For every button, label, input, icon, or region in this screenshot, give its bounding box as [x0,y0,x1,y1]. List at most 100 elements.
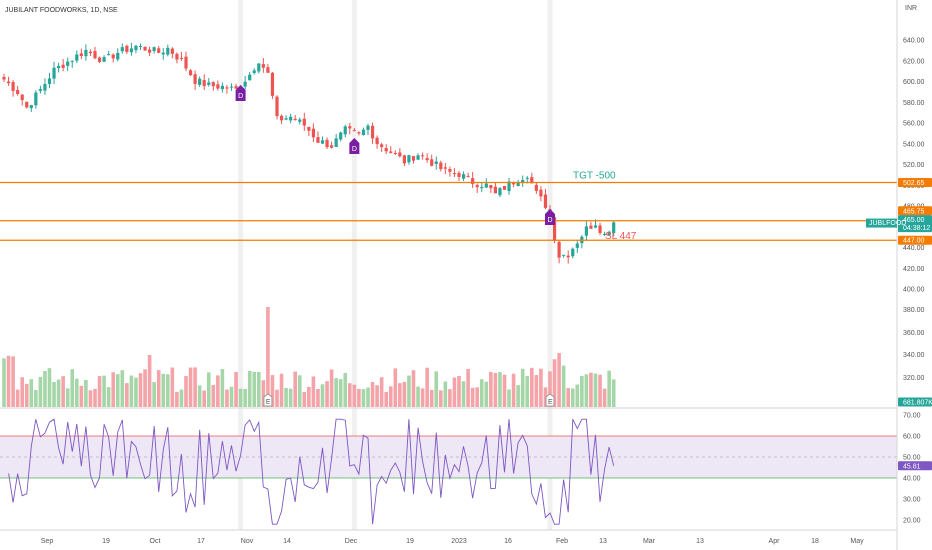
volume-bar [11,356,15,407]
candle-body [34,92,38,106]
volume-bars [2,307,616,407]
volume-bar [539,368,543,407]
candle-body [466,175,470,177]
candle-body [38,89,42,91]
volume-bar [470,387,475,407]
candle-body [552,217,557,241]
volume-bar [584,374,589,407]
tgt-price-tag-text: 502.65 [903,180,925,187]
volume-bar [238,388,243,407]
volume-bar [243,389,247,407]
volume-bar [234,372,238,407]
candle-body [562,254,566,256]
volume-bar [366,387,370,407]
volume-bar [120,370,125,407]
candle-body [279,115,284,121]
candle-body [402,155,406,164]
rsi-tick-label: 40.00 [903,476,921,483]
volume-bar [106,387,111,407]
candle-body [266,67,270,73]
candle-body [584,226,588,236]
candle-body [407,155,411,163]
volume-bar [407,375,411,407]
volume-bar [197,385,202,407]
last-price-tag [898,215,932,233]
volume-bar [457,375,461,407]
candle-body [93,51,97,59]
level-price-tag-text: 465.75 [903,208,925,215]
candle-body [530,177,534,184]
candle-body [161,52,165,55]
volume-bar [593,373,598,407]
volume-bar [252,371,257,407]
candle-body [66,61,70,66]
candle-body [211,82,215,87]
volume-bar [156,370,161,407]
candle-body [47,78,52,84]
symbol-tag-text: JUBLFOOD [869,220,906,227]
candle-body [512,183,516,185]
rsi-line [8,418,615,525]
candle-body [148,49,152,53]
volume-bar [257,371,261,407]
candle-body [84,49,88,57]
candle-body [516,182,520,187]
earnings-marker [545,393,555,407]
candle-body [593,225,598,228]
candle-body [116,52,120,60]
candle-body [334,138,338,147]
candle-body [348,126,352,129]
time-tick-label: 16 [504,538,512,545]
volume-bar [580,375,584,407]
sl-price-tag [898,235,932,245]
rsi-tick-label: 60.00 [903,434,921,441]
volume-bar [52,381,56,407]
candle-body [125,45,129,52]
price-tick-label: 420.00 [903,266,925,273]
candle-body [16,90,20,94]
rsi-panel [0,418,897,525]
candle-body [111,54,115,59]
candle-body [380,144,384,148]
volume-bar [461,381,466,407]
volume-tick-label: 320.00 [903,375,925,382]
candle-body [75,54,79,61]
volume-bar [357,388,361,407]
candle-body [275,96,279,117]
candle-body [270,72,275,96]
volume-bar [134,377,138,407]
time-tick-label: Sep [41,538,54,545]
candle-body [598,225,602,233]
candle-body [398,152,402,157]
candle-body [143,46,147,51]
candle-body [443,167,447,169]
volume-bar [329,369,334,407]
dividend-marker [545,209,555,225]
candle-body [498,188,502,196]
candle-body [243,81,247,87]
volume-bar [316,389,320,407]
event-markers: D D D E E [235,85,555,407]
volume-bar [511,373,516,407]
candle-body [97,57,102,62]
candle-body [79,53,83,56]
volume-bar [439,390,443,407]
volume-bar [24,383,29,407]
volume-bar [557,353,561,407]
candle-body [289,116,293,121]
time-tick-label: Mar [643,538,656,545]
volume-bar [348,383,352,407]
candle-body [393,152,397,154]
candle-body [198,78,202,85]
volume-bar [429,389,434,407]
time-tick-label: Dec [345,538,358,545]
volume-bar [138,373,143,407]
volume-bar [570,388,575,407]
candle-body [157,48,161,53]
volume-bar [84,379,88,407]
volume-bar [375,385,379,407]
candle-body [52,67,56,79]
candle-body [471,178,475,185]
volume-bar [343,372,348,407]
